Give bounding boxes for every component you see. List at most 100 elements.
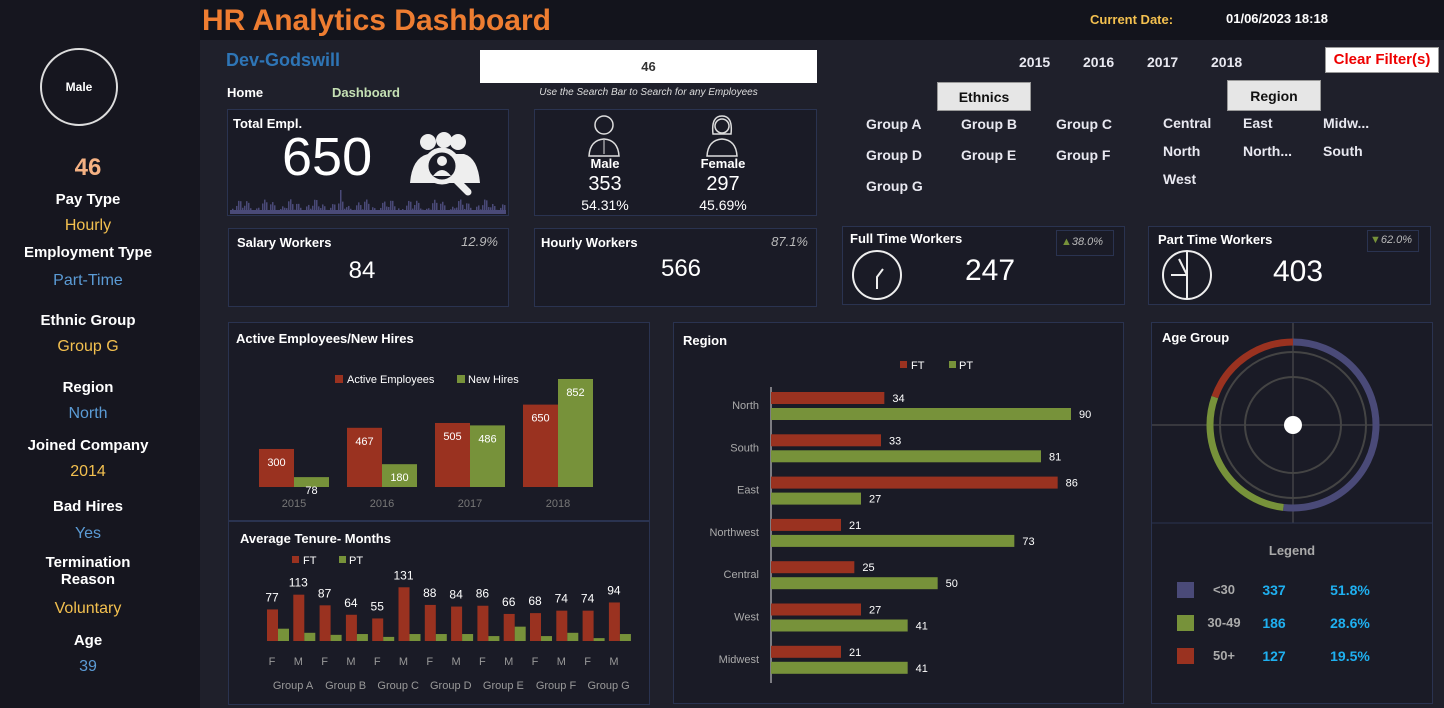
total-employees-label: Total Empl. <box>233 116 303 131</box>
y-tick-label: North <box>732 400 759 412</box>
age-slice[interactable] <box>1211 338 1294 399</box>
bar-ft[interactable] <box>293 594 305 641</box>
region-filter-item[interactable]: Central <box>1163 115 1212 131</box>
bar-pt[interactable] <box>514 626 526 641</box>
bar-ft[interactable] <box>771 392 885 404</box>
bar-ft[interactable] <box>556 610 568 641</box>
region-filter-item[interactable]: Midw... <box>1323 115 1370 131</box>
bar-new-hires[interactable] <box>470 425 505 487</box>
bar-ft[interactable] <box>398 587 410 641</box>
bar-pt[interactable] <box>771 619 908 632</box>
legend-percent: 28.6% <box>1330 615 1370 631</box>
bar-pt[interactable] <box>593 638 605 641</box>
bar-ft[interactable] <box>267 609 278 641</box>
sidebar-field-label: Ethnic Group <box>40 312 136 329</box>
bar-ft[interactable] <box>424 604 436 641</box>
region-filter-item[interactable]: West <box>1163 171 1197 187</box>
year-filter-2017[interactable]: 2017 <box>1147 54 1179 70</box>
data-label: 66 <box>502 595 516 609</box>
x-tick-label: M <box>557 656 566 668</box>
bar-pt[interactable] <box>383 636 395 641</box>
bar-pt[interactable] <box>771 661 908 674</box>
x-tick-label: M <box>346 656 355 668</box>
bar-active[interactable] <box>347 427 382 487</box>
bar-pt[interactable] <box>771 534 1015 547</box>
bar-ft[interactable] <box>530 613 541 641</box>
bar-ft[interactable] <box>451 606 463 641</box>
bar-pt[interactable] <box>435 634 447 641</box>
bar-pt[interactable] <box>771 492 861 505</box>
year-filter-2018[interactable]: 2018 <box>1211 54 1243 70</box>
ethnic-filter-item[interactable]: Group D <box>866 147 922 163</box>
ethnic-filter-item[interactable]: Group B <box>961 116 1017 132</box>
region-filter-item[interactable]: North... <box>1243 143 1292 159</box>
age-slice[interactable] <box>1282 338 1380 512</box>
legend-label: <30 <box>1213 582 1235 597</box>
legend-swatch-ft <box>292 556 299 563</box>
part-time-workers-value: 403 <box>1273 255 1324 288</box>
bar-pt[interactable] <box>409 634 421 641</box>
bar-ft[interactable] <box>771 561 855 574</box>
year-filter-2015[interactable]: 2015 <box>1019 54 1051 70</box>
bar-ft[interactable] <box>771 518 841 531</box>
age-group-panel: Age Group <30 337 51.8% 30-49 186 28.6% 50+ 127… <box>1151 322 1433 704</box>
bar-pt[interactable] <box>278 628 289 641</box>
region-filter-item[interactable]: North <box>1163 143 1201 159</box>
ethnic-filter-item[interactable]: Group E <box>961 147 1017 163</box>
search-input[interactable] <box>480 50 817 83</box>
bar-new-hires[interactable] <box>382 464 417 487</box>
year-filter-2016[interactable]: 2016 <box>1083 54 1115 70</box>
bar-active[interactable] <box>523 404 558 487</box>
bar-pt[interactable] <box>541 636 552 641</box>
sparkline-bar <box>290 199 292 214</box>
x-tick-label: 2018 <box>546 498 570 510</box>
ethnic-filter-item[interactable]: Group A <box>866 116 922 132</box>
bar-pt[interactable] <box>771 408 1071 420</box>
bar-new-hires[interactable] <box>558 379 593 487</box>
bar-active[interactable] <box>435 422 470 487</box>
nav-home[interactable]: Home <box>227 85 264 100</box>
region-filter-item[interactable]: East <box>1243 115 1273 131</box>
bar-ft[interactable] <box>372 618 384 641</box>
bar-pt[interactable] <box>619 634 631 641</box>
bar-ft[interactable] <box>319 605 331 641</box>
age-slice[interactable] <box>1206 395 1284 511</box>
sparkline-bar <box>248 202 250 214</box>
bar-pt[interactable] <box>771 450 1041 463</box>
ethnic-filter-item[interactable]: Group C <box>1056 116 1112 132</box>
legend-swatch-ft <box>900 361 907 368</box>
ethnic-filter-item[interactable]: Group F <box>1056 147 1111 163</box>
bar-ft[interactable] <box>582 610 594 641</box>
bar-new-hires[interactable] <box>294 477 329 487</box>
bar-pt[interactable] <box>304 632 316 641</box>
bar-ft[interactable] <box>771 476 1058 489</box>
group-label: Group E <box>483 680 524 692</box>
bar-ft[interactable] <box>771 645 841 658</box>
bar-pt[interactable] <box>330 634 342 641</box>
sparkline-bar <box>272 202 274 214</box>
bar-ft[interactable] <box>503 613 515 641</box>
bar-pt[interactable] <box>488 636 500 641</box>
bar-pt[interactable] <box>567 632 579 641</box>
full-time-workers-card: Full Time Workers ▲38.0% 247 <box>842 226 1125 305</box>
region-filter-item[interactable]: South <box>1323 143 1363 159</box>
data-label: 94 <box>607 583 621 597</box>
bar-ft[interactable] <box>345 614 357 641</box>
nav-dashboard[interactable]: Dashboard <box>332 85 400 100</box>
bar-pt[interactable] <box>462 634 474 641</box>
bar-active[interactable] <box>259 448 294 487</box>
bar-ft[interactable] <box>771 603 861 616</box>
ethnic-filter-item[interactable]: Group G <box>866 178 923 194</box>
current-date: 01/06/2023 18:18 <box>1226 11 1328 26</box>
bar-ft[interactable] <box>771 434 881 447</box>
bar-pt[interactable] <box>771 577 938 590</box>
sidebar-field-label: Joined Company <box>27 437 149 454</box>
half-clock-icon <box>1162 250 1212 300</box>
sparkline-bar <box>238 200 240 214</box>
bar-ft[interactable] <box>608 602 620 641</box>
clear-filters-button[interactable]: Clear Filter(s) <box>1325 47 1439 73</box>
bar-ft[interactable] <box>477 605 489 641</box>
bar-pt[interactable] <box>356 634 368 641</box>
data-label: 852 <box>566 387 584 399</box>
